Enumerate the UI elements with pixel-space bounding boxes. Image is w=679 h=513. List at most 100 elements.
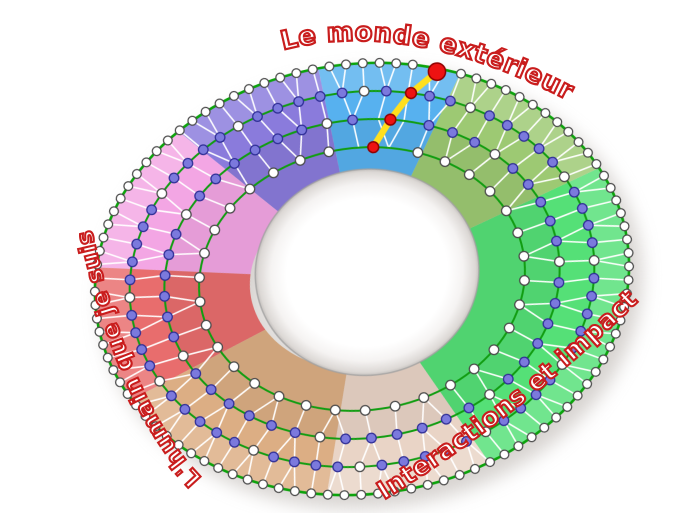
graph-node[interactable] bbox=[438, 475, 449, 486]
graph-node[interactable] bbox=[272, 133, 284, 145]
graph-node[interactable] bbox=[526, 432, 537, 443]
graph-node[interactable] bbox=[514, 299, 525, 311]
graph-node[interactable] bbox=[182, 157, 194, 169]
graph-node[interactable] bbox=[418, 392, 430, 404]
graph-node[interactable] bbox=[544, 374, 556, 386]
graph-node[interactable] bbox=[501, 119, 513, 131]
graph-node[interactable] bbox=[424, 90, 436, 102]
graph-node[interactable] bbox=[91, 313, 102, 324]
graph-node[interactable] bbox=[163, 249, 175, 261]
graph-node[interactable] bbox=[586, 237, 598, 249]
graph-node[interactable] bbox=[359, 405, 371, 416]
graph-node[interactable] bbox=[354, 461, 366, 473]
graph-node[interactable] bbox=[562, 401, 573, 412]
graph-node[interactable] bbox=[151, 146, 162, 157]
graph-node[interactable] bbox=[98, 339, 109, 350]
graph-node[interactable] bbox=[581, 308, 593, 320]
graph-node[interactable] bbox=[444, 95, 456, 107]
graph-node[interactable] bbox=[165, 390, 177, 402]
graph-node[interactable] bbox=[389, 486, 400, 497]
graph-node[interactable] bbox=[242, 474, 253, 485]
graph-node[interactable] bbox=[619, 302, 630, 313]
sector-pale-tan[interactable] bbox=[309, 348, 491, 501]
graph-node[interactable] bbox=[186, 448, 197, 459]
graph-node[interactable] bbox=[197, 144, 209, 156]
graph-node[interactable] bbox=[440, 413, 452, 425]
highlight-path[interactable] bbox=[364, 68, 446, 151]
graph-node[interactable] bbox=[227, 469, 238, 480]
graph-node[interactable] bbox=[484, 457, 496, 468]
graph-node[interactable] bbox=[416, 422, 428, 434]
graph-node[interactable] bbox=[512, 227, 524, 239]
graph-node[interactable] bbox=[214, 131, 226, 143]
graph-node[interactable] bbox=[243, 410, 255, 422]
graph-node[interactable] bbox=[322, 489, 333, 500]
graph-node[interactable] bbox=[214, 98, 225, 109]
graph-node[interactable] bbox=[486, 78, 497, 89]
graph-node[interactable] bbox=[532, 338, 544, 349]
graph-node[interactable] bbox=[484, 110, 495, 122]
graph-node[interactable] bbox=[291, 68, 302, 79]
graph-node[interactable] bbox=[293, 96, 305, 108]
graph-node[interactable] bbox=[398, 456, 410, 467]
graph-node[interactable] bbox=[445, 379, 456, 391]
graph-node[interactable] bbox=[89, 286, 100, 297]
graph-node[interactable] bbox=[503, 322, 515, 334]
graph-node[interactable] bbox=[162, 135, 173, 146]
graph-node[interactable] bbox=[259, 77, 270, 89]
graph-node[interactable] bbox=[522, 179, 534, 190]
sector-tan[interactable] bbox=[125, 319, 364, 513]
graph-node[interactable] bbox=[356, 489, 367, 500]
graph-node[interactable] bbox=[576, 203, 588, 214]
graph-node[interactable] bbox=[582, 219, 594, 231]
graph-node[interactable] bbox=[252, 111, 263, 122]
graph-node[interactable] bbox=[499, 449, 510, 460]
graph-node[interactable] bbox=[489, 148, 501, 160]
graph-node[interactable] bbox=[268, 451, 280, 463]
graph-node[interactable] bbox=[422, 479, 433, 490]
graph-node[interactable] bbox=[212, 341, 224, 353]
graph-node[interactable] bbox=[500, 205, 512, 217]
graph-node[interactable] bbox=[480, 426, 492, 438]
graph-node[interactable] bbox=[553, 256, 565, 268]
graph-node[interactable] bbox=[407, 59, 418, 70]
graph-node[interactable] bbox=[507, 163, 519, 174]
graph-node[interactable] bbox=[144, 360, 156, 372]
graph-node[interactable] bbox=[552, 117, 563, 128]
graph-node[interactable] bbox=[199, 247, 210, 259]
graph-node[interactable] bbox=[289, 486, 300, 497]
graph-node[interactable] bbox=[194, 190, 206, 202]
graph-node[interactable] bbox=[484, 185, 496, 197]
graph-node[interactable] bbox=[549, 297, 561, 309]
graph-node[interactable] bbox=[389, 400, 401, 412]
graph-node[interactable] bbox=[513, 441, 524, 452]
graph-node[interactable] bbox=[551, 235, 562, 247]
graph-node[interactable] bbox=[173, 439, 184, 450]
graph-node[interactable] bbox=[249, 377, 261, 389]
graph-node[interactable] bbox=[288, 456, 300, 468]
graph-node[interactable] bbox=[161, 430, 172, 441]
graph-node[interactable] bbox=[229, 436, 240, 448]
graph-node[interactable] bbox=[533, 143, 545, 155]
graph-node[interactable] bbox=[131, 238, 143, 250]
graph-node[interactable] bbox=[547, 156, 559, 168]
graph-node[interactable] bbox=[130, 327, 142, 339]
graph-node[interactable] bbox=[300, 399, 312, 411]
graph-node[interactable] bbox=[514, 91, 525, 103]
graph-node[interactable] bbox=[590, 366, 601, 377]
graph-node[interactable] bbox=[471, 73, 482, 84]
graph-node[interactable] bbox=[200, 319, 212, 331]
graph-node[interactable] bbox=[296, 124, 308, 136]
graph-node[interactable] bbox=[257, 479, 269, 490]
graph-node[interactable] bbox=[598, 354, 609, 365]
graph-node[interactable] bbox=[268, 167, 279, 179]
graph-node[interactable] bbox=[586, 290, 598, 302]
graph-node[interactable] bbox=[124, 274, 136, 286]
graph-node[interactable] bbox=[519, 275, 530, 286]
graph-node[interactable] bbox=[200, 106, 211, 117]
highlight-node[interactable] bbox=[367, 140, 380, 154]
graph-node[interactable] bbox=[439, 156, 451, 168]
graph-node[interactable] bbox=[273, 390, 285, 402]
graph-node[interactable] bbox=[540, 108, 551, 119]
graph-node[interactable] bbox=[94, 326, 105, 337]
